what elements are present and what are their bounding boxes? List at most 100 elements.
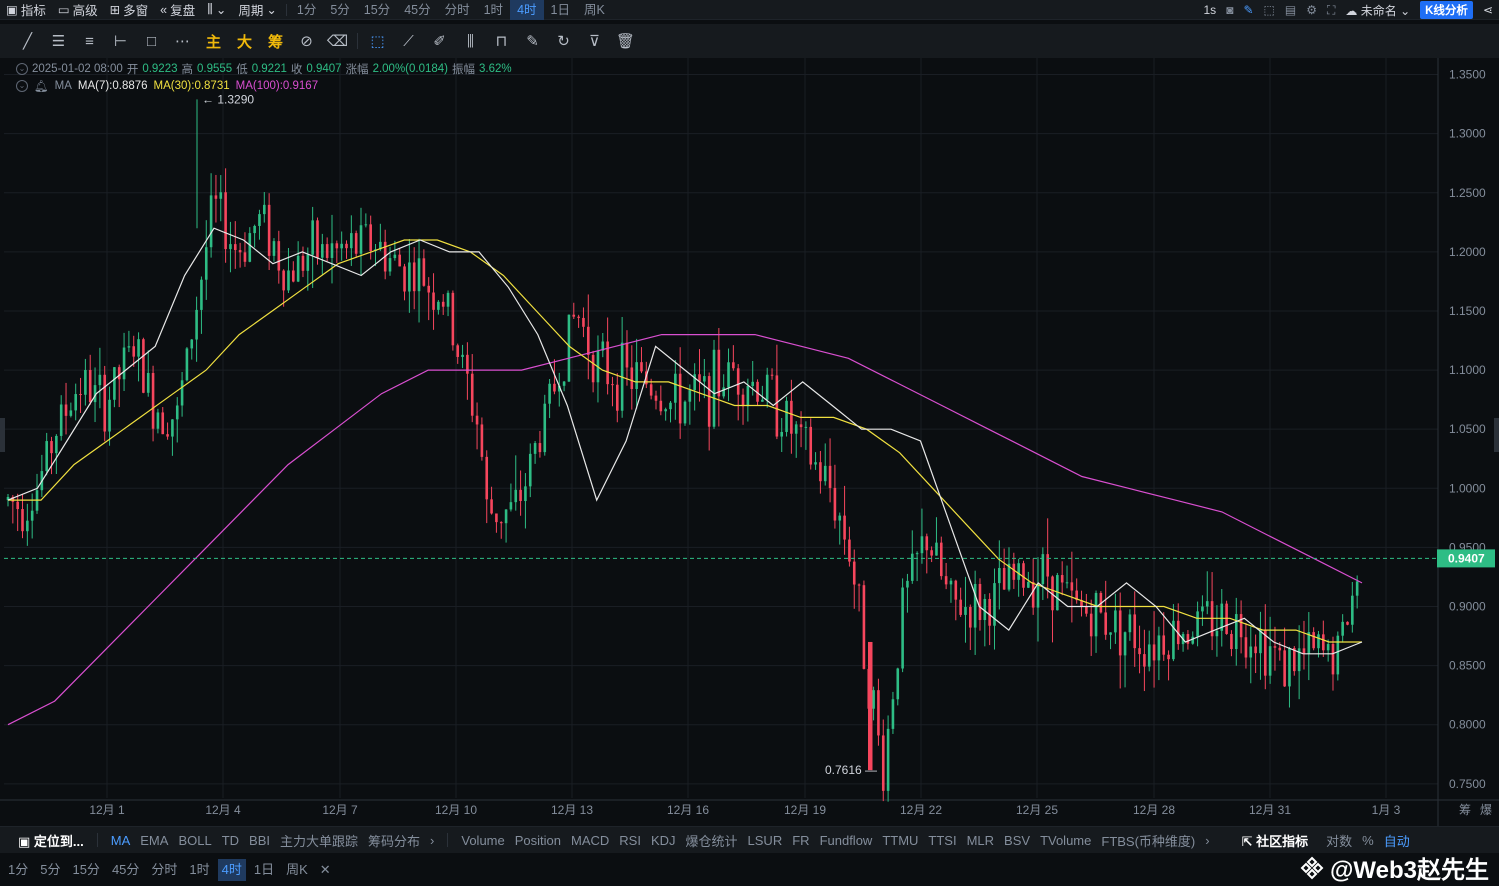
sub-ttsi[interactable]: TTSI <box>928 832 957 848</box>
brush-icon[interactable]: ✐ <box>433 33 446 50</box>
sub-lsur[interactable]: LSUR <box>747 832 783 848</box>
locate-button[interactable]: ▣ 定位到... <box>18 833 84 849</box>
template-icon[interactable]: ▤ <box>1284 3 1297 17</box>
hlines-icon[interactable]: ☰ <box>51 33 66 50</box>
sub-ftbs[interactable]: FTBS(币种维度) <box>1101 833 1196 849</box>
sub-volume[interactable]: Volume <box>461 832 505 848</box>
bell-icon[interactable]: 🔔︎ <box>34 81 49 93</box>
eraser-icon[interactable]: ⌫ <box>326 33 349 50</box>
interval-1m[interactable]: 1分 <box>296 2 317 17</box>
chart-area[interactable]: 1.3500 1.3000 1.2500 1.2000 1.1500 1.1000 1.05… <box>0 58 1499 826</box>
layout-dropdown[interactable]: ☁ 未命名 ⌄ <box>1345 3 1411 18</box>
lock-icon[interactable]: ⊓ <box>495 33 508 50</box>
candle-body <box>233 244 237 251</box>
indicator-main-order[interactable]: 主力大单跟踪 <box>280 833 359 849</box>
interval-45m[interactable]: 45分 <box>404 2 431 17</box>
indicator-ma[interactable]: MA <box>110 832 131 848</box>
interval-1h[interactable]: 1时 <box>483 2 504 17</box>
camera-icon[interactable]: ◙ <box>1226 3 1234 17</box>
trendline-icon[interactable]: ╱ <box>22 33 33 50</box>
bottom-interval-4h[interactable]: 4时 <box>217 858 246 881</box>
close-label: 收 <box>290 64 303 76</box>
bottom-interval-timeshare[interactable]: 分时 <box>151 861 178 877</box>
eye-icon[interactable]: ⌄ <box>16 63 28 75</box>
interval-1d[interactable]: 1日 <box>550 2 570 17</box>
log-scale-toggle[interactable]: 对数 <box>1326 833 1353 849</box>
sub-fundflow[interactable]: Fundflow <box>819 832 873 848</box>
percent-toggle[interactable]: % <box>1362 832 1374 848</box>
refresh-rate[interactable]: 1s <box>1203 3 1217 17</box>
gear-icon[interactable]: ⚙ <box>1306 3 1317 17</box>
magnet-icon[interactable]: ⊘ <box>300 33 313 50</box>
select-icon[interactable]: ⬚ <box>370 33 385 50</box>
replay-button[interactable]: «复盘 <box>160 2 196 19</box>
horizontal-line-icon[interactable]: ⊢ <box>113 33 128 50</box>
candlestick-chart[interactable]: 1.3500 1.3000 1.2500 1.2000 1.1500 1.1000 1.05… <box>0 58 1499 826</box>
community-indicators-button[interactable]: ⇱ 社区指标 <box>1241 833 1309 849</box>
sub-bsv[interactable]: BSV <box>1004 832 1031 848</box>
candle-body <box>939 542 943 577</box>
candle-body <box>108 399 111 432</box>
bottom-interval-5m[interactable]: 5分 <box>40 861 61 877</box>
interval-timeshare[interactable]: 分时 <box>444 2 470 17</box>
bars-icon[interactable]: ⫼ <box>467 32 474 50</box>
sub-mlr[interactable]: MLR <box>966 832 995 848</box>
bottom-interval-45m[interactable]: 45分 <box>111 861 140 877</box>
sub-position[interactable]: Position <box>514 832 561 848</box>
indicators-icon: ▣ <box>6 3 18 17</box>
advanced-button[interactable]: ▭ 高级 <box>57 3 98 18</box>
edit-icon[interactable]: ✎ <box>526 33 539 50</box>
chart-type-button[interactable]: ⫼ ⌄ <box>201 0 232 20</box>
pencil-icon[interactable]: ✎ <box>1243 3 1254 17</box>
interval-4h[interactable]: 4时 <box>510 0 544 20</box>
sub-rsi[interactable]: RSI <box>619 832 641 848</box>
more-tools-icon[interactable]: ⋯ <box>175 33 190 50</box>
chevron-right-icon[interactable]: › <box>430 832 435 848</box>
interval-1w[interactable]: 周K <box>583 2 605 17</box>
candle-body <box>11 496 15 502</box>
ruler-icon[interactable]: ⟋ <box>403 32 414 50</box>
bottom-interval-1m[interactable]: 1分 <box>8 861 29 877</box>
main-indicator-button[interactable]: 主 <box>205 33 221 51</box>
share-icon[interactable]: ⋖ <box>1482 3 1493 17</box>
eye-icon[interactable]: ⌄ <box>16 80 28 92</box>
indicator-chips[interactable]: 筹码分布 <box>368 833 421 849</box>
sub-liquidation[interactable]: 爆仓统计 <box>685 833 738 849</box>
period-dropdown[interactable]: 周期 ⌄ <box>238 3 277 18</box>
big-order-button[interactable]: 大 <box>236 33 252 51</box>
bottom-interval-1w[interactable]: 周K <box>286 861 308 877</box>
chips-button[interactable]: 筹 <box>267 33 283 51</box>
sub-macd[interactable]: MACD <box>571 832 610 848</box>
sub-fr[interactable]: FR <box>792 832 810 848</box>
fullscreen-icon[interactable]: ⛶ <box>1326 2 1336 17</box>
bottom-interval-1d[interactable]: 1日 <box>253 861 275 877</box>
indicator-ema[interactable]: EMA <box>140 832 169 848</box>
candle-body <box>978 583 982 621</box>
candle-body <box>964 607 967 615</box>
candle-body <box>794 424 798 434</box>
bottom-interval-15m[interactable]: 15分 <box>72 861 100 877</box>
close-icon[interactable]: ✕ <box>319 861 331 877</box>
indicator-boll[interactable]: BOLL <box>178 832 212 848</box>
candle-body <box>717 349 721 397</box>
sub-kdj[interactable]: KDJ <box>650 832 676 848</box>
refresh-icon[interactable]: ↻ <box>557 33 570 50</box>
indicators-button[interactable]: ▣ 指标 <box>6 3 46 18</box>
indicator-bbi[interactable]: BBI <box>249 832 270 848</box>
sub-ttmu[interactable]: TTMU <box>882 832 919 848</box>
filter-icon[interactable]: ⊽ <box>589 33 600 50</box>
interval-5m[interactable]: 5分 <box>330 2 350 17</box>
interval-15m[interactable]: 15分 <box>363 2 391 17</box>
bottom-interval-1h[interactable]: 1时 <box>189 861 210 877</box>
candle-body <box>166 434 169 437</box>
indicator-td[interactable]: TD <box>221 832 240 848</box>
trash-icon[interactable]: 🗑 <box>615 33 636 50</box>
sub-tvolume[interactable]: TVolume <box>1040 832 1092 848</box>
expand-icon[interactable]: ⬚ <box>1263 3 1275 17</box>
chevron-right-icon[interactable]: › <box>1205 832 1210 848</box>
parallel-lines-icon[interactable]: ≡ <box>85 32 94 50</box>
rectangle-icon[interactable]: □ <box>146 32 157 50</box>
multi-window-button[interactable]: ⊞ 多窗 <box>109 3 149 18</box>
kline-analysis-button[interactable]: K线分析 <box>1420 1 1473 19</box>
auto-scale-toggle[interactable]: 自动 <box>1383 833 1410 849</box>
